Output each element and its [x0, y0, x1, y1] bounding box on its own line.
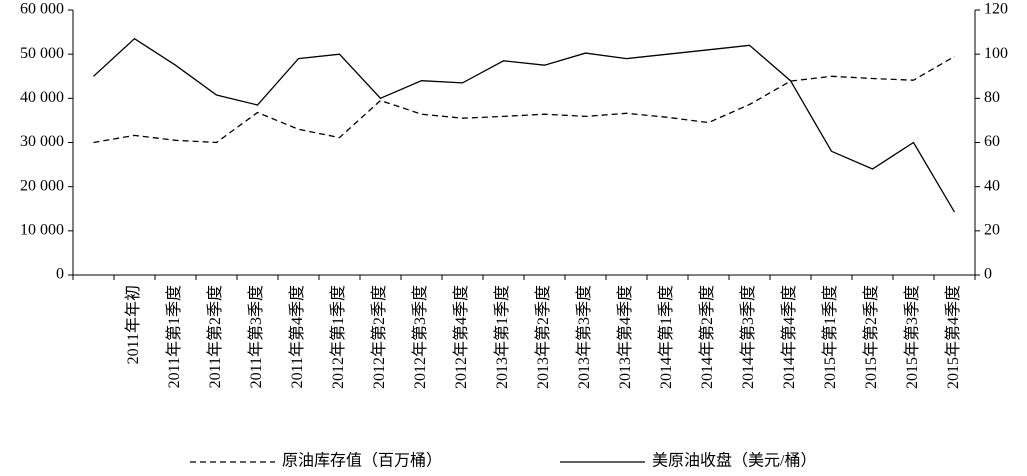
- y-tick-label: 30 000: [20, 133, 64, 150]
- x-tick-label: 2013年第1季度: [493, 285, 511, 389]
- x-tick-label: 2011年第4季度: [288, 285, 306, 388]
- x-tick-label: 2015年第1季度: [821, 285, 839, 389]
- y-tick-label: 60 000: [20, 1, 64, 18]
- x-tick-label: 2015年第3季度: [903, 285, 921, 389]
- x-tick-label: 2011年年初: [124, 285, 142, 364]
- x-tick-label: 2011年第2季度: [206, 285, 224, 388]
- y-tick-label: 40 000: [20, 89, 64, 106]
- y2-tick-label: 0: [984, 266, 992, 283]
- legend-label: 美原油收盘（美元/桶）: [652, 451, 816, 470]
- y2-tick-label: 120: [984, 1, 1008, 18]
- y-tick-label: 50 000: [20, 45, 64, 62]
- y2-tick-label: 80: [984, 89, 1000, 106]
- series-line: [93, 37, 956, 213]
- x-tick-label: 2012年第4季度: [452, 285, 470, 389]
- x-tick-label: 2015年第4季度: [944, 285, 962, 389]
- y-tick-label: 10 000: [20, 222, 64, 239]
- y-tick-label: 0: [56, 266, 64, 283]
- y2-tick-label: 40: [984, 177, 1000, 194]
- y2-tick-label: 60: [984, 133, 1000, 150]
- x-tick-label: 2011年第3季度: [247, 285, 265, 388]
- x-tick-label: 2013年第2季度: [534, 285, 552, 389]
- x-tick-label: 2012年第2季度: [370, 285, 388, 389]
- x-tick-label: 2013年第4季度: [616, 285, 634, 389]
- x-tick-label: 2014年第2季度: [698, 285, 716, 389]
- y2-tick-label: 100: [984, 45, 1008, 62]
- x-tick-label: 2014年第4季度: [780, 285, 798, 389]
- x-tick-label: 2013年第3季度: [575, 285, 593, 389]
- series-line: [93, 55, 955, 144]
- x-tick-label: 2012年第1季度: [329, 285, 347, 389]
- x-tick-label: 2014年第3季度: [739, 285, 757, 389]
- y-tick-label: 20 000: [20, 177, 64, 194]
- x-tick-label: 2012年第3季度: [411, 285, 429, 389]
- y2-tick-label: 20: [984, 222, 1000, 239]
- x-tick-label: 2015年第2季度: [862, 285, 880, 389]
- legend-label: 原油库存值（百万桶）: [282, 452, 442, 470]
- x-tick-label: 2014年第1季度: [657, 285, 675, 389]
- x-tick-label: 2011年第1季度: [165, 285, 183, 388]
